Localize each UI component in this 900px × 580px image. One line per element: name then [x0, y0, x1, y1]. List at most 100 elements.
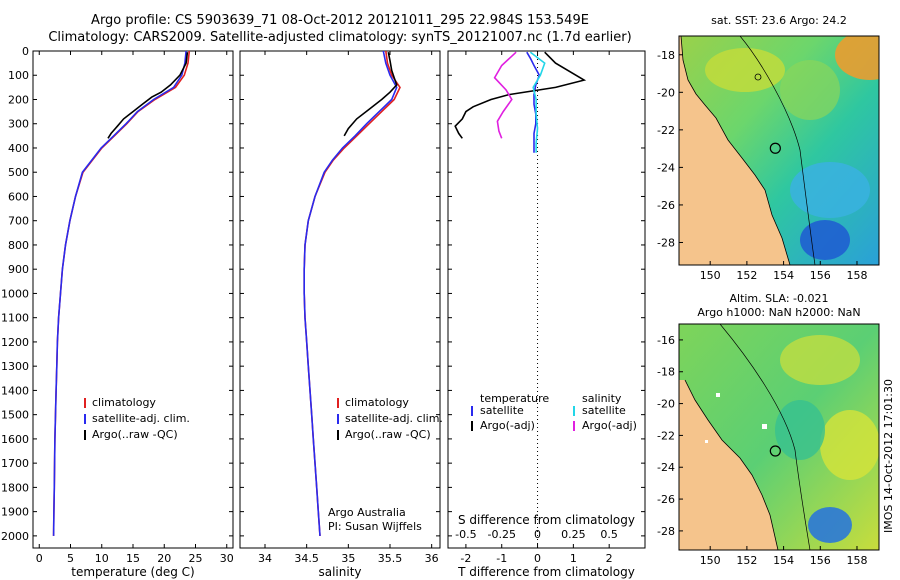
sal-xtick-label: 35.5 [378, 552, 403, 565]
sla-coastline [684, 379, 779, 550]
sla-lat-label: -20 [657, 398, 675, 411]
sla-lat-label: -24 [657, 461, 675, 474]
sla-lon-label: 154 [773, 554, 794, 567]
depth-tick-label: 900 [8, 263, 29, 276]
sal-annotation-line2: PI: Susan Wijffels [328, 520, 422, 533]
sla-map-panel: Altim. SLA: -0.021 Argo h1000: NaN h2000… [657, 292, 880, 567]
sst-map-frame [678, 35, 880, 266]
depth-tick-label: 1200 [1, 336, 29, 349]
sal-frame [239, 50, 441, 549]
sst-lon-label: 156 [810, 269, 831, 282]
temp-xlabel: temperature (deg C) [71, 565, 194, 579]
sla-land [679, 380, 778, 550]
temp-panel: 0100200300400500600700800900100011001200… [1, 45, 234, 579]
sal-series-satellite-adj-clim [303, 50, 398, 536]
temp-xtick-label: 5 [67, 552, 74, 565]
depth-tick-label: 100 [8, 69, 29, 82]
temp-series-satellite-adj-clim [52, 50, 187, 536]
sst-warm-patch [835, 36, 879, 80]
sst-lat-label: -22 [657, 124, 675, 137]
diff-legend-s-argo: Argo(-adj) [582, 419, 637, 432]
profile-panels: 0100200300400500600700800900100011001200… [1, 45, 646, 579]
depth-tick-label: 1100 [1, 312, 29, 325]
depth-tick-label: 1500 [1, 409, 29, 422]
depth-tick-label: 1700 [1, 457, 29, 470]
diff-series-t-satellite [526, 51, 541, 153]
sla-lon-label: 152 [736, 554, 757, 567]
sla-lon-label: 158 [846, 554, 867, 567]
depth-tick-label: 200 [8, 93, 29, 106]
sla-patch-b [820, 410, 879, 480]
diff-legend-t-argo: Argo(-adj) [480, 419, 535, 432]
sst-island [754, 73, 762, 81]
sst-land [679, 36, 790, 265]
sla-cold-patch [808, 507, 852, 543]
diff-xtick-label: 0 [534, 552, 541, 565]
diff-legend-s-sat: satellite [582, 404, 626, 417]
depth-tick-label: 1300 [1, 360, 29, 373]
sal-legend-sat: satellite-adj. clim. [345, 412, 443, 425]
temp-legend-clim: climatology [92, 396, 156, 409]
sla-contour [719, 324, 811, 550]
diff-s-tick-label: 0 [534, 528, 541, 541]
temp-xtick-label: 25 [189, 552, 203, 565]
diff-s-label: S difference from climatology [458, 513, 635, 527]
temp-legend-sat: satellite-adj. clim. [92, 412, 190, 425]
temp-xtick-label: 30 [220, 552, 234, 565]
sst-float-marker [769, 142, 781, 154]
diff-xlabel: T difference from climatology [457, 565, 635, 579]
sst-map-axes: 150 152 154 156 158 -18 -20 -22 -24 -26 -28 [657, 49, 867, 282]
depth-tick-label: 1000 [1, 287, 29, 300]
temp-legend-argo: Argo(..raw -QC) [92, 428, 178, 441]
temp-xtick-label: 10 [95, 552, 109, 565]
sla-float-marker [769, 445, 781, 457]
sla-lat-label: -22 [657, 429, 675, 442]
diff-s-tick-label: 0.5 [600, 528, 618, 541]
sal-xtick-label: 34 [258, 552, 272, 565]
sal-xlabel: salinity [318, 565, 361, 579]
diff-legend-t-sat: satellite [480, 404, 524, 417]
sst-lon-label: 150 [700, 269, 721, 282]
imos-timestamp: IMOS 14-Oct-2012 17:01:30 [882, 379, 895, 533]
sal-legend-clim: climatology [345, 396, 409, 409]
sla-patch-a [780, 335, 860, 385]
depth-tick-label: 1800 [1, 481, 29, 494]
sla-map-frame [678, 323, 880, 551]
sst-lat-label: -28 [657, 236, 675, 249]
temp-legend: climatology satellite-adj. clim. Argo(..… [84, 396, 190, 441]
sst-lon-label: 158 [846, 269, 867, 282]
diff-frame [447, 50, 646, 549]
depth-tick-label: 700 [8, 215, 29, 228]
sla-lon-label: 156 [810, 554, 831, 567]
diff-series-s-argo-adj [493, 51, 517, 139]
sst-patch-b [780, 60, 840, 120]
sla-lat-label: -16 [657, 334, 675, 347]
diff-s-tick-label: -0.5 [455, 528, 476, 541]
diff-legend: temperature satellite Argo(-adj) salinit… [471, 392, 637, 432]
depth-tick-label: 500 [8, 166, 29, 179]
diff-s-tick-label: -0.25 [487, 528, 515, 541]
sla-map-title-1: Altim. SLA: -0.021 [729, 292, 828, 305]
diff-xtick-label: 1 [570, 552, 577, 565]
depth-tick-label: 800 [8, 239, 29, 252]
depth-tick-label: 0 [22, 45, 29, 58]
sal-xtick-label: 36 [425, 552, 439, 565]
sst-lat-label: -26 [657, 199, 675, 212]
sla-gap-b [762, 424, 767, 429]
depth-tick-label: 300 [8, 118, 29, 131]
sla-lat-label: -26 [657, 493, 675, 506]
depth-tick-label: 1400 [1, 384, 29, 397]
sst-cool-patch [790, 162, 870, 218]
sla-map-axes: 150 152 154 156 158 -16 -18 -20 -22 -24 -26 -28 [657, 334, 867, 567]
sal-xtick-label: 35 [341, 552, 355, 565]
diff-xtick-label: -2 [460, 552, 471, 565]
sla-lat-label: -28 [657, 525, 675, 538]
sla-gap-c [705, 440, 708, 443]
diff-series-t-argo-adj [454, 51, 587, 139]
sal-series-argo-raw-qc [343, 52, 398, 137]
diff-xtick-label: -1 [496, 552, 507, 565]
sst-cold-patch [800, 220, 850, 260]
sst-lat-label: -18 [657, 49, 675, 62]
temp-series-argo-raw-qc [107, 52, 189, 139]
